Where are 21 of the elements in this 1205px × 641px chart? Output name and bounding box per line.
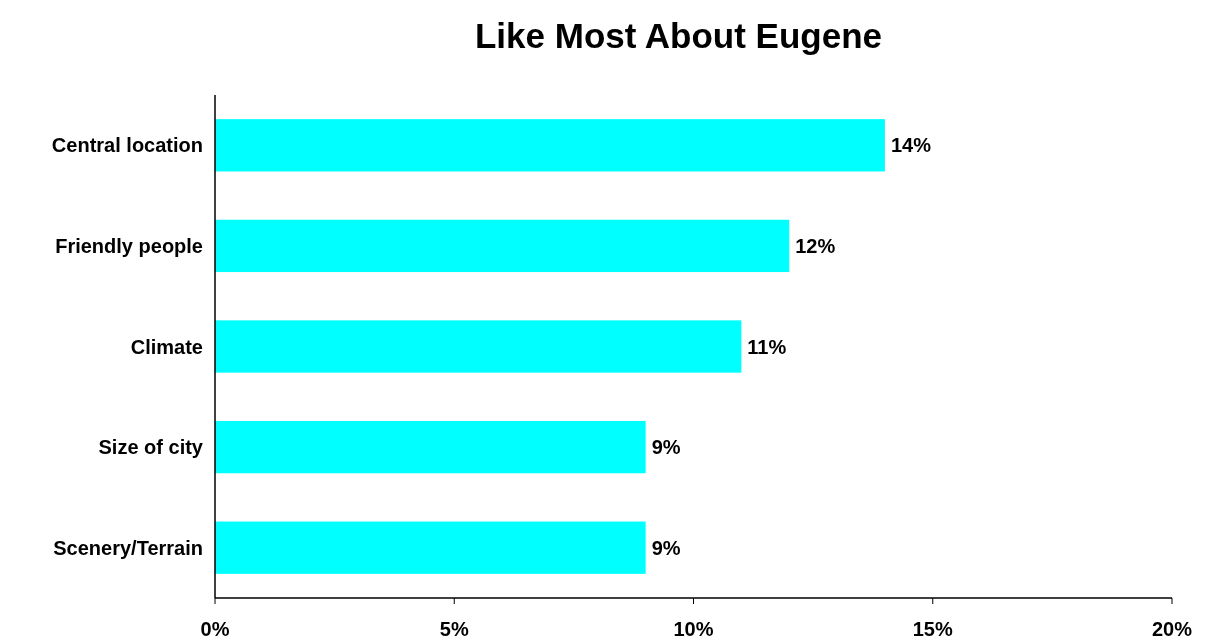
- x-tick-label: 10%: [673, 618, 714, 640]
- y-tick-label: Climate: [130, 335, 203, 358]
- chart-title: Like Most About Eugene: [474, 16, 883, 55]
- bar: [215, 320, 742, 373]
- x-tick-label: 20%: [1151, 618, 1193, 640]
- data-label: 12%: [795, 234, 836, 257]
- y-tick-label: Central location: [51, 134, 203, 157]
- bar: [215, 521, 646, 574]
- bar: [215, 420, 646, 474]
- y-tick-label: Size of city: [98, 436, 204, 459]
- data-label: 9%: [651, 436, 681, 459]
- data-label: 9%: [651, 536, 681, 559]
- x-tick-label: 15%: [912, 618, 953, 640]
- x-tick-label: 5%: [439, 618, 469, 640]
- bar: [215, 219, 790, 273]
- y-tick-label: Scenery/Terrain: [53, 536, 203, 559]
- data-label: 14%: [890, 134, 932, 157]
- bar: [215, 119, 885, 172]
- y-tick-label: Friendly people: [55, 234, 203, 257]
- data-label: 11%: [747, 335, 787, 358]
- x-tick-label: 0%: [200, 618, 230, 640]
